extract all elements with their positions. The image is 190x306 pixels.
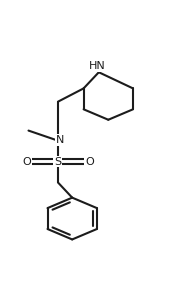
Text: N: N	[56, 135, 64, 145]
Text: O: O	[85, 157, 94, 166]
Text: O: O	[22, 157, 31, 166]
Text: HN: HN	[89, 61, 105, 71]
Text: S: S	[54, 157, 62, 166]
